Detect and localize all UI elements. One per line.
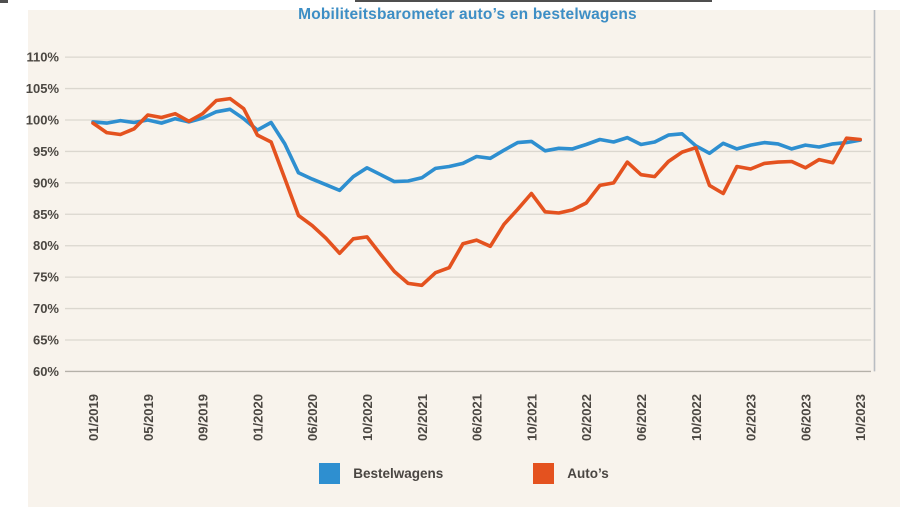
x-axis-tick-label: 06/2023: [798, 394, 813, 441]
y-axis-tick-label: 65%: [33, 332, 59, 347]
cropped-border-fragment-top: [355, 0, 712, 2]
legend-label-autos: Auto’s: [567, 466, 609, 481]
x-axis-tick-label: 02/2022: [579, 394, 594, 441]
y-axis-tick-label: 105%: [26, 81, 60, 96]
x-axis-tick-label: 10/2020: [360, 394, 375, 441]
chart-title: Mobiliteitsbarometer auto’s en bestelwag…: [298, 6, 637, 23]
y-axis-tick-label: 75%: [33, 270, 59, 285]
x-axis-tick-label: 10/2023: [853, 394, 868, 441]
x-axis-tick-label: 02/2023: [744, 394, 759, 441]
x-axis-tick-label: 09/2019: [196, 394, 211, 441]
x-axis-tick-label: 06/2020: [305, 394, 320, 441]
x-axis-tick-label: 06/2022: [634, 394, 649, 441]
legend-swatch-bestelwagens: [319, 463, 341, 484]
x-axis-tick-label: 05/2019: [141, 394, 156, 441]
y-axis-tick-label: 85%: [33, 207, 59, 222]
x-axis-tick-label: 01/2019: [86, 394, 101, 441]
y-axis-tick-label: 70%: [33, 301, 59, 316]
cropped-border-fragment-corner: [0, 0, 8, 3]
y-axis-tick-label: 60%: [33, 364, 59, 379]
series-line-bestelwagens: [91, 107, 863, 193]
x-axis-tick-label: 10/2021: [524, 394, 539, 441]
y-axis-tick-label: 110%: [26, 50, 59, 65]
y-axis-tick-label: 90%: [33, 175, 59, 190]
y-axis-tick-label: 100%: [26, 113, 60, 128]
series-line-autos: [91, 96, 863, 288]
legend-label-bestelwagens: Bestelwagens: [353, 466, 444, 481]
x-axis-tick-label: 01/2020: [250, 394, 265, 441]
y-axis-tick-label: 80%: [33, 238, 59, 253]
x-axis-tick-label: 06/2021: [470, 394, 485, 441]
chart-panel: [28, 10, 900, 507]
x-axis-tick-label: 02/2021: [415, 394, 430, 441]
legend-swatch-autos: [533, 463, 555, 484]
chart-legend: Bestelwagens Auto’s: [28, 463, 900, 484]
legend-item-autos: Auto’s: [533, 463, 609, 484]
y-axis-tick-label: 95%: [33, 144, 59, 159]
x-axis-tick-label: 10/2022: [689, 394, 704, 441]
legend-item-bestelwagens: Bestelwagens: [319, 463, 443, 484]
